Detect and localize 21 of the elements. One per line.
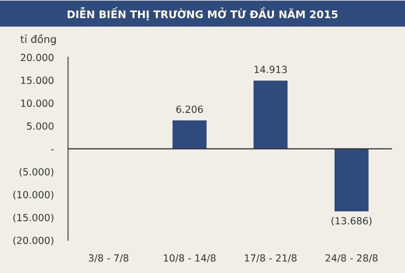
y-tick-label: (15.000) [13, 214, 54, 222]
bar [172, 120, 207, 149]
y-tick-label: (20.000) [13, 236, 54, 246]
y-tick-label: 20.000 [20, 54, 54, 62]
y-tick-label: 10.000 [21, 100, 54, 107]
y-tick-label: 15.000 [21, 76, 54, 84]
x-tick-label: 17/8 - 21/8 [244, 254, 297, 262]
bar [254, 80, 288, 149]
chart-title: DIỄN BIẾN THỊ TRƯỜNG MỞ TỪ ĐẦU NĂM 2015 [68, 6, 338, 20]
data-label: (13.686) [332, 216, 372, 226]
y-tick-label: (10.000) [13, 190, 54, 200]
data-label: 14.913 [254, 66, 287, 74]
y-tick-label: (5.000) [20, 168, 54, 177]
data-label: 6.206 [176, 106, 203, 113]
y-tick-label: 5.000 [27, 122, 54, 130]
y-tick-label: - [51, 149, 54, 150]
x-tick-label: 3/8 - 7/8 [88, 254, 128, 262]
y-axis-title: tỉ đồng [20, 34, 56, 46]
x-tick-label: 24/8 - 28/8 [326, 254, 378, 262]
x-tick-label: 10/8 - 14/8 [164, 254, 216, 262]
bar [334, 148, 369, 212]
